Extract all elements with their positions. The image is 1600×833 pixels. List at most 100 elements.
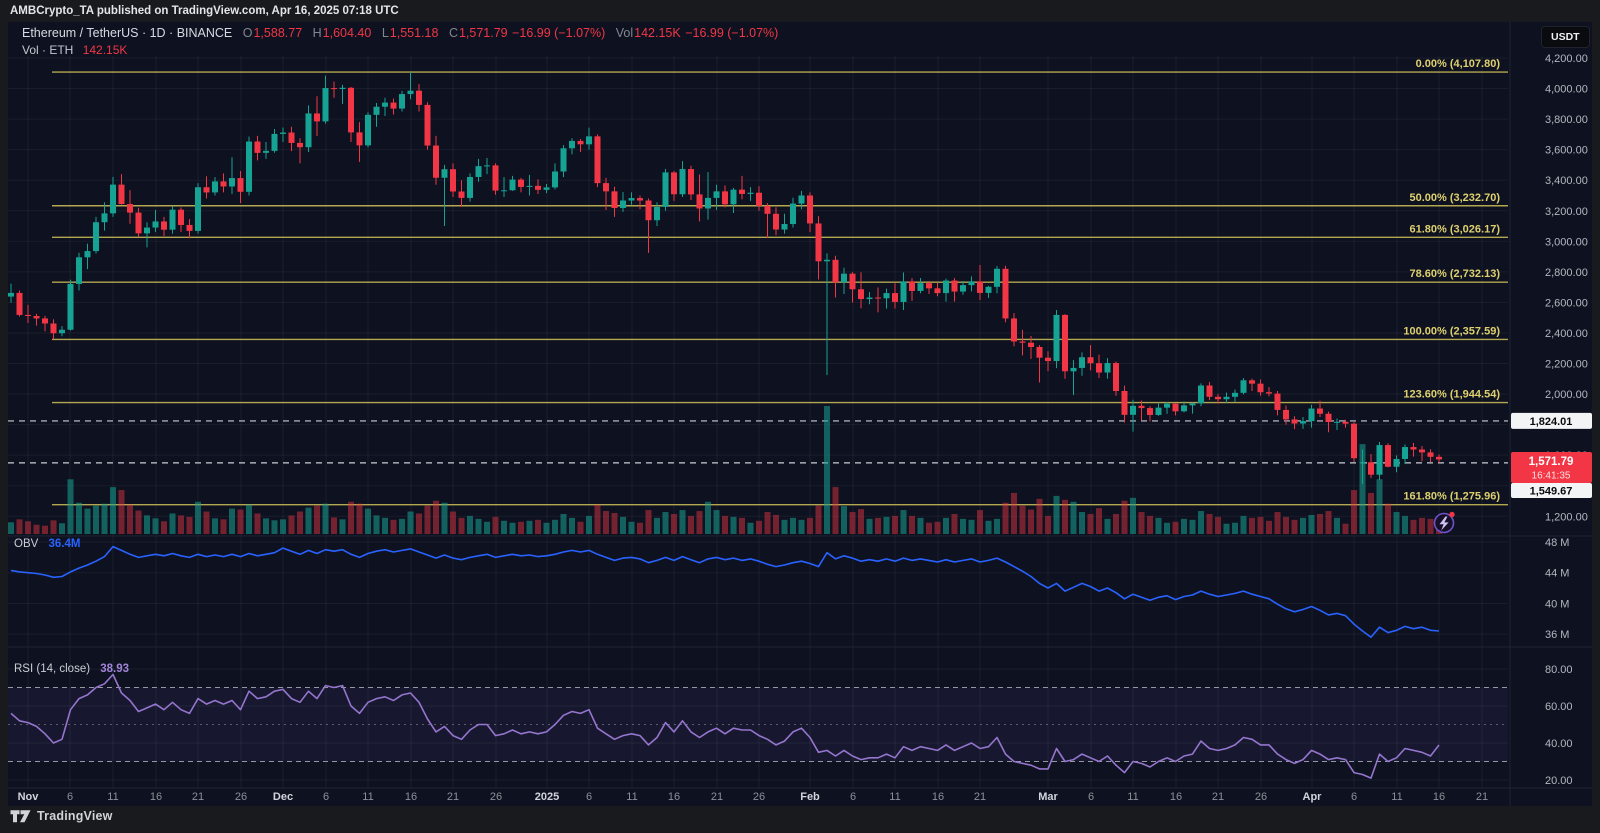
- open-label: O: [242, 26, 253, 40]
- time-axis-label: 26: [753, 791, 765, 803]
- high-label: H: [312, 26, 322, 40]
- fib-retracement-levels[interactable]: 0.00% (4,107.80) 50.00% (3,232.70) 61.80% …: [52, 58, 1508, 506]
- volume-indicator-value: 142.15K: [82, 43, 128, 57]
- fib-level-label: 123.60% (1,944.54): [1403, 389, 1500, 401]
- price-axis-label: 3,200.00: [1545, 206, 1588, 218]
- volume-change: −16.99 (−1.07%): [685, 26, 779, 40]
- time-axis-label: 11: [1391, 791, 1402, 803]
- fib-level-label: 0.00% (4,107.80): [1416, 58, 1501, 70]
- rsi-axis-label: 20.00: [1545, 775, 1573, 787]
- time-axis-label: 6: [1088, 791, 1094, 803]
- price-axis-label: 3,000.00: [1545, 236, 1588, 248]
- rsi-indicator-row: RSI (14, close) 38.93: [14, 663, 129, 675]
- rsi-line: [10, 673, 1440, 779]
- time-axis-label: 11: [1127, 791, 1138, 803]
- volume-indicator-row: Vol · ETH 142.15K: [22, 43, 127, 57]
- time-axis-label: 26: [1255, 791, 1267, 803]
- boost-icon[interactable]: [1433, 511, 1455, 534]
- rsi-label[interactable]: RSI (14, close): [14, 663, 91, 675]
- upper-level-price-label: 1,824.01: [1530, 416, 1573, 428]
- volume-value: 142.15K: [634, 26, 681, 40]
- time-axis-label: 26: [235, 791, 247, 803]
- price-axis-label: 4,200.00: [1545, 53, 1588, 65]
- time-axis-label: 16: [1433, 791, 1445, 803]
- obv-axis-label: 44 M: [1545, 568, 1569, 580]
- price-axis-label: 2,800.00: [1545, 267, 1588, 279]
- lower-level-price-label: 1,549.67: [1530, 486, 1573, 498]
- time-axis[interactable]: Nov 6 11 16 21 26 Dec 6 11 16 21 26 2025 6 11 16 21 26 Feb…: [18, 791, 1489, 803]
- symbol-title[interactable]: Ethereum / TetherUS · 1D · BINANCE: [22, 26, 233, 40]
- time-axis-label: 16: [932, 791, 944, 803]
- time-axis-label: 26: [490, 791, 502, 803]
- high-value: 1,604.40: [322, 26, 372, 40]
- close-value: 1,571.79: [458, 26, 508, 40]
- volume-indicator-label[interactable]: Vol · ETH: [22, 43, 74, 57]
- price-axis-label: 3,600.00: [1545, 145, 1588, 157]
- obv-axis-label: 48 M: [1545, 537, 1569, 549]
- attribution-text: AMBCrypto_TA published on TradingView.co…: [10, 5, 399, 17]
- obv-axis-label: 36 M: [1545, 629, 1569, 641]
- time-axis-label: 11: [107, 791, 118, 803]
- tradingview-wordmark: TradingView: [37, 809, 113, 823]
- price-axis-label: 3,400.00: [1545, 175, 1588, 187]
- time-axis-label: 6: [850, 791, 856, 803]
- time-axis-label: Nov: [18, 791, 40, 803]
- time-axis-label: 6: [67, 791, 73, 803]
- price-axis-label: 2,600.00: [1545, 297, 1588, 309]
- price-axis-label: 3,800.00: [1545, 114, 1588, 126]
- obv-label[interactable]: OBV: [14, 538, 39, 550]
- obv-axis-label: 40 M: [1545, 598, 1569, 610]
- time-axis-label: 6: [1351, 791, 1357, 803]
- lightning-bolt-glyph: [1439, 516, 1449, 531]
- currency-toggle-button[interactable]: USDT: [1541, 26, 1590, 48]
- time-axis-label: Mar: [1038, 791, 1058, 803]
- fib-level-label: 78.60% (2,732.13): [1409, 268, 1500, 280]
- candlestick-series: [8, 72, 1442, 485]
- volume-label: Vol: [615, 26, 634, 40]
- tradingview-logo[interactable]: TradingView: [10, 809, 113, 823]
- price-axis[interactable]: 4,200.00 4,000.00 3,800.00 3,600.00 3,400.00…: [1545, 53, 1588, 787]
- time-axis-label: 16: [1170, 791, 1182, 803]
- attribution-bar: AMBCrypto_TA published on TradingView.co…: [0, 0, 1600, 22]
- price-axis-label: 2,400.00: [1545, 328, 1588, 340]
- price-axis-label: 2,000.00: [1545, 389, 1588, 401]
- time-axis-label: 11: [889, 791, 900, 803]
- time-axis-label: 16: [405, 791, 417, 803]
- tradingview-mark-icon: [10, 810, 31, 823]
- rsi-axis-label: 60.00: [1545, 701, 1573, 713]
- time-axis-label: 21: [1212, 791, 1224, 803]
- time-axis-label: 6: [586, 791, 592, 803]
- time-axis-label: 21: [447, 791, 459, 803]
- open-value: 1,588.77: [253, 26, 303, 40]
- time-axis-label: 21: [974, 791, 986, 803]
- horizontal-gridlines: [8, 57, 1508, 781]
- obv-line: [10, 545, 1440, 639]
- volume-series: [8, 406, 1442, 534]
- time-axis-label: 16: [150, 791, 162, 803]
- obv-indicator-row: OBV 36.4M: [14, 538, 80, 550]
- time-axis-label: Dec: [273, 791, 293, 803]
- time-axis-label: 21: [711, 791, 723, 803]
- time-axis-label: 16: [668, 791, 680, 803]
- low-value: 1,551.18: [389, 26, 439, 40]
- price-axis-label: 2,200.00: [1545, 359, 1588, 371]
- time-axis-label: Apr: [1303, 791, 1323, 803]
- time-axis-label: 21: [192, 791, 204, 803]
- rsi-axis-label: 80.00: [1545, 664, 1573, 676]
- chart-header: Ethereum / TetherUS · 1D · BINANCE O1,58…: [22, 26, 778, 40]
- fib-level-label: 50.00% (3,232.70): [1409, 192, 1500, 204]
- price-axis-label: 1,200.00: [1545, 511, 1588, 523]
- fib-level-label: 100.00% (2,357.59): [1403, 325, 1500, 337]
- fib-level-label: 161.80% (1,275.96): [1403, 491, 1500, 503]
- low-label: L: [381, 26, 389, 40]
- last-price-label: 1,571.79: [1529, 456, 1574, 468]
- change-value: −16.99 (−1.07%): [512, 26, 606, 40]
- rsi-axis-label: 40.00: [1545, 738, 1573, 750]
- time-axis-label: 21: [1476, 791, 1488, 803]
- time-axis-label: Feb: [800, 791, 820, 803]
- obv-value: 36.4M: [48, 538, 81, 550]
- close-label: C: [448, 26, 458, 40]
- time-axis-label: 11: [362, 791, 373, 803]
